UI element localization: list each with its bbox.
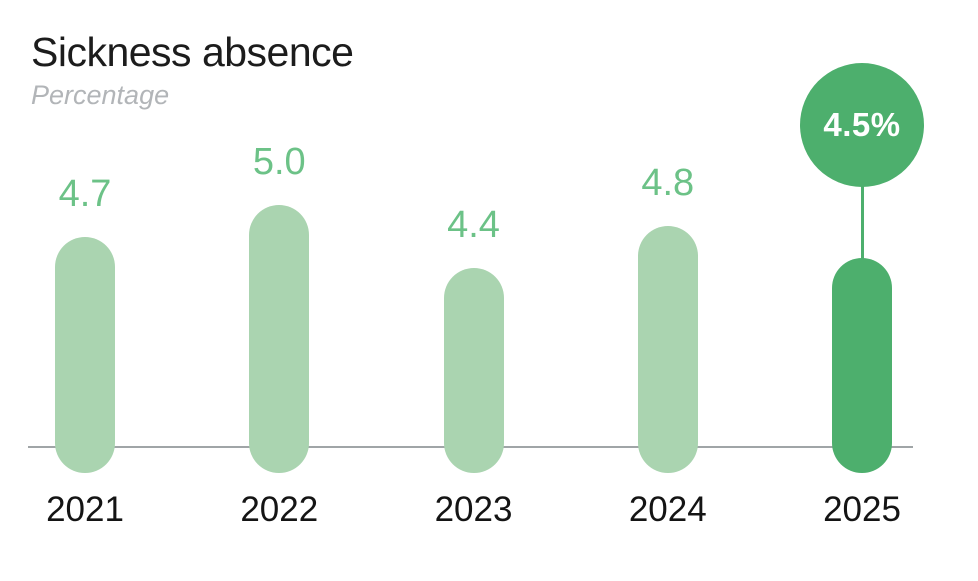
value-label-2021: 4.7 [58,172,112,215]
x-tick-label-2024: 2024 [628,490,707,529]
highlight-bubble: 4.5% [800,63,924,187]
bar-2022 [249,205,310,473]
chart-title: Sickness absence [31,29,354,75]
highlight-bubble-label: 4.5% [823,106,901,143]
x-tick-label-2023: 2023 [434,490,513,529]
bar-2024 [637,226,698,473]
value-label-2023: 4.4 [447,204,500,246]
x-tick-label-2022: 2022 [240,490,319,529]
x-tick-label-2025: 2025 [823,490,901,529]
value-label-2024: 4.8 [641,162,695,204]
bubble-connector-line [860,185,864,262]
bar-2025 [832,257,892,473]
chart-subtitle: Percentage [31,80,170,110]
bar-2023 [443,268,504,473]
bar-2021 [55,236,115,473]
value-label-2022: 5.0 [252,141,306,183]
x-tick-label-2021: 2021 [46,490,124,529]
